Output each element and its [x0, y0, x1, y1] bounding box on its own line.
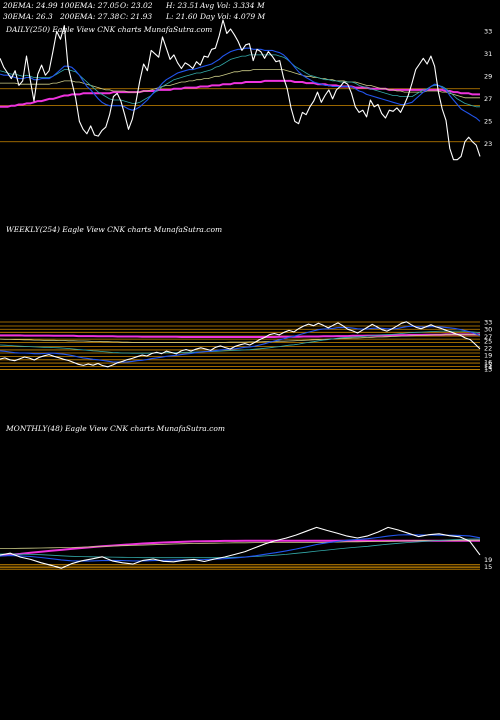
- monthly-price-line: [0, 526, 481, 569]
- header-ema20: 20EMA: 24.99: [3, 1, 58, 10]
- header-low: L: 21.60: [166, 12, 198, 21]
- weekly-tick-label: 15: [484, 361, 492, 369]
- weekly-tick-label: 33: [484, 319, 492, 327]
- weekly-ema200-line: [0, 333, 480, 338]
- weekly-chart-title: WEEKLY(254) Eagle View CNK charts Munafa…: [6, 225, 223, 234]
- header-open: O: 23.02: [120, 1, 153, 10]
- monthly-tick-label: 15: [484, 563, 492, 571]
- daily-ema200-line: [0, 79, 480, 108]
- daily-ema100-line: [0, 69, 480, 99]
- weekly-tick-label: 22: [484, 345, 492, 353]
- weekly-ema30-line: [0, 330, 481, 354]
- header-dayvol: Day Vol: 4.079 M: [200, 12, 266, 21]
- daily-ema20-line: [0, 47, 481, 122]
- weekly-tick-label: 27: [484, 333, 492, 341]
- header-avgvol: Avg Vol: 3.334 M: [200, 1, 265, 10]
- monthly-ema100-line: [0, 539, 480, 549]
- daily-tick-label: 29: [484, 72, 492, 80]
- daily-chart-title: DAILY(250) Eagle View CNK charts MunafaS…: [6, 25, 213, 34]
- header-high: H: 23.51: [166, 1, 199, 10]
- daily-tick-label: 25: [484, 117, 492, 125]
- weekly-tick-label: 19: [484, 352, 492, 360]
- weekly-tick-label: 30: [484, 326, 492, 334]
- weekly-price-line: [0, 321, 481, 368]
- daily-tick-label: 23: [484, 140, 492, 148]
- weekly-tick-label: 16: [484, 359, 492, 367]
- weekly-tick-label: 14: [484, 363, 492, 371]
- header-ema200: 200EMA: 27.38: [60, 12, 120, 21]
- header-ema30: 30EMA: 26.3: [3, 12, 53, 21]
- daily-tick-label: 33: [484, 27, 492, 35]
- header-ema100: 100EMA: 27.05: [60, 1, 120, 10]
- weekly-tick-label: 25: [484, 337, 492, 345]
- weekly-tick-label: 13: [484, 366, 492, 374]
- monthly-chart-title: MONTHLY(48) Eagle View CNK charts Munafa…: [6, 424, 225, 433]
- daily-price-line: [0, 19, 481, 161]
- monthly-tick-label: 19: [484, 556, 492, 564]
- weekly-ema100-line: [0, 333, 480, 343]
- header-close: C: 21.93: [120, 12, 153, 21]
- daily-tick-label: 31: [484, 50, 492, 58]
- weekly-ema20-line: [0, 325, 481, 363]
- daily-tick-label: 27: [484, 95, 492, 103]
